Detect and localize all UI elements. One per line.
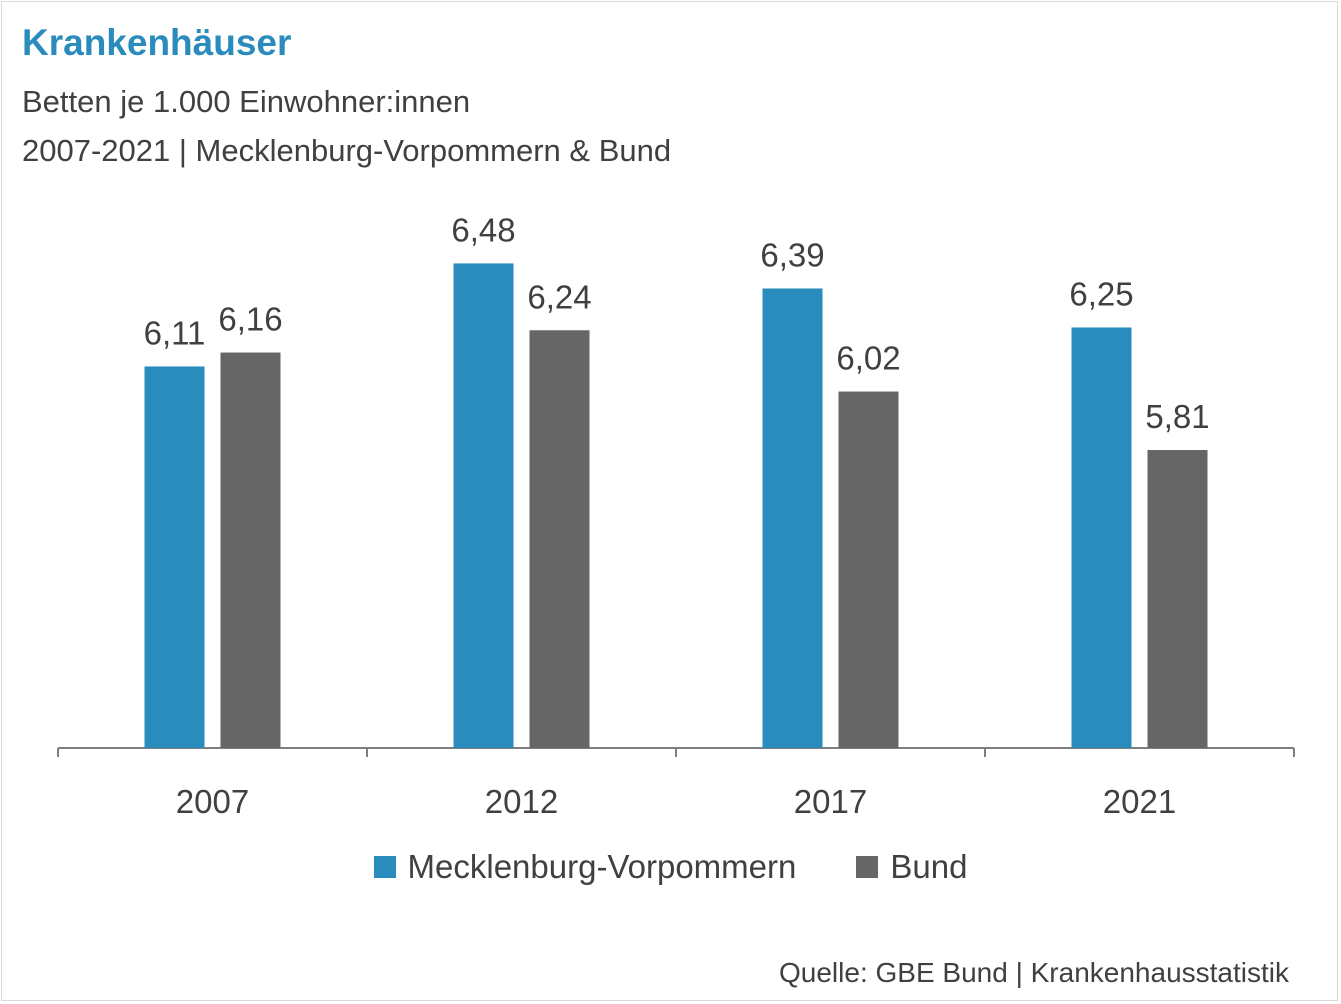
- data-label-bund-2017: 6,02: [836, 340, 900, 377]
- bar-mv-2012: [453, 263, 514, 748]
- source-note: Quelle: GBE Bund | Krankenhausstatistik: [779, 957, 1289, 988]
- bar-bund-2017: [838, 391, 899, 748]
- chart-subtitle-scope: 2007-2021 | Mecklenburg-Vorpommern & Bun…: [22, 133, 672, 168]
- bar-bund-2021: [1147, 450, 1208, 748]
- x-tick-label-2012: 2012: [485, 783, 558, 820]
- bar-mv-2021: [1071, 327, 1132, 748]
- chart-title: Krankenhäuser: [22, 22, 292, 63]
- x-tick-label-2007: 2007: [176, 783, 249, 820]
- legend-swatch-mv: [373, 856, 396, 878]
- data-label-bund-2012: 6,24: [527, 278, 591, 315]
- legend-label-bund: Bund: [890, 848, 968, 885]
- bar-mv-2017: [762, 288, 823, 748]
- legend-label-mv: Mecklenburg-Vorpommern: [407, 848, 797, 885]
- chart-subtitle-measure: Betten je 1.000 Einwohner:innen: [22, 84, 471, 119]
- data-label-mv-2017: 6,39: [760, 236, 824, 273]
- data-label-mv-2021: 6,25: [1069, 275, 1133, 312]
- bar-mv-2007: [144, 366, 205, 748]
- legend-item-mv: Mecklenburg-Vorpommern: [373, 848, 797, 886]
- x-tick-label-2017: 2017: [794, 783, 867, 820]
- data-label-bund-2007: 6,16: [218, 301, 282, 338]
- data-label-mv-2012: 6,48: [451, 211, 515, 248]
- x-tick-label-2021: 2021: [1103, 783, 1176, 820]
- legend-item-bund: Bund: [856, 848, 967, 886]
- chart-legend: Mecklenburg-Vorpommern Bund: [0, 848, 1341, 886]
- bar-bund-2007: [220, 352, 281, 748]
- bar-bund-2012: [529, 330, 590, 748]
- data-label-bund-2021: 5,81: [1145, 398, 1209, 435]
- legend-swatch-bund: [856, 856, 879, 878]
- data-label-mv-2007: 6,11: [144, 314, 206, 351]
